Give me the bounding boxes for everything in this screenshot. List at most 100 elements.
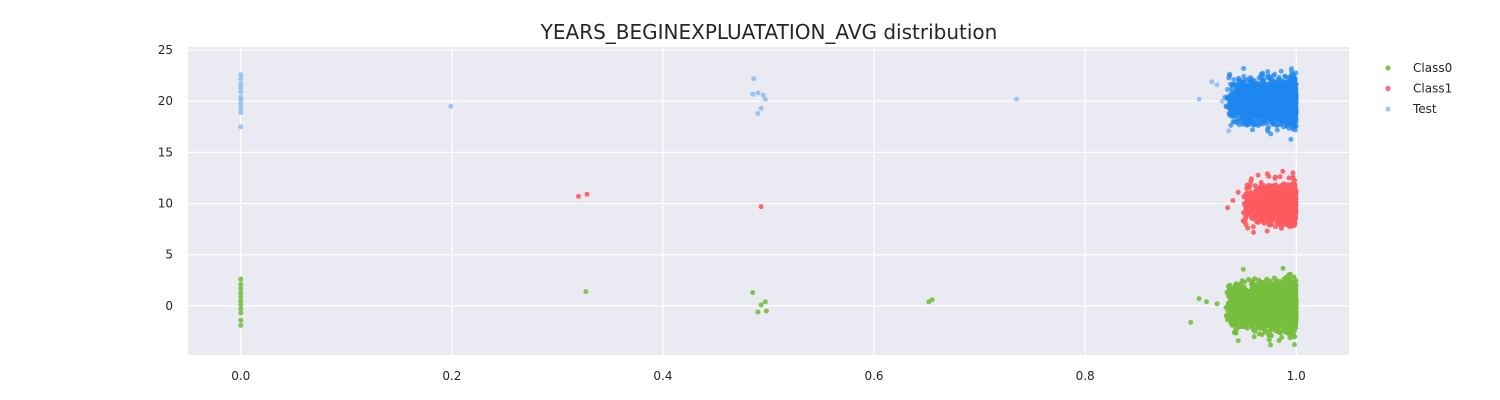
point-class0 [1245,303,1251,309]
point-class0 [238,310,244,316]
point-class0 [1266,282,1272,288]
point-class0 [1287,271,1293,277]
point-class0 [762,299,768,305]
point-class0 [1280,265,1286,271]
point-class0 [1233,307,1239,313]
chart-title: YEARS_BEGINEXPLUATATION_AVG distribution [540,20,998,44]
x-tick-label: 1.0 [1287,369,1306,383]
point-class0 [1261,308,1267,314]
point-class0 [1233,281,1239,287]
point-class0 [1204,299,1209,305]
point-class0 [1242,290,1248,296]
point-class0 [1223,304,1229,310]
point-class0 [1262,329,1268,335]
point-class0 [1287,287,1293,293]
point-class0 [1231,294,1236,300]
point-class0 [1246,313,1252,319]
point-class0 [1257,284,1262,290]
plot-area: 0.0 0.2 0.4 0.6 0.8 1.0 0 5 10 15 20 25 [158,43,1349,383]
point-class0 [1214,301,1220,307]
point-class0 [1266,337,1272,343]
point-class0 [1252,312,1258,318]
point-class0 [1256,277,1262,283]
point-class0 [1262,321,1268,327]
plot-background [188,47,1349,355]
point-class0 [1261,300,1267,306]
point-class0 [1265,293,1271,299]
point-class0 [1266,287,1272,293]
y-tick-label: 20 [158,94,173,108]
x-tick-label: 0.8 [1076,369,1095,383]
point-class0 [238,317,244,323]
point-class0 [1272,315,1277,321]
point-class0 [755,309,761,315]
y-tick-label: 15 [158,145,173,159]
point-class0 [1287,314,1293,320]
point-class0 [1293,278,1299,284]
y-tick-label: 5 [165,248,173,262]
x-tick-label: 0.4 [653,369,672,383]
point-class0 [750,290,756,296]
point-class0 [1238,322,1244,328]
point-class0 [1280,312,1286,318]
x-tick-label: 0.2 [442,369,461,383]
point-class0 [1234,298,1240,304]
point-class0 [1231,330,1237,336]
point-class0 [1250,327,1256,333]
point-class0 [1274,284,1280,290]
point-class0 [1240,266,1246,272]
point-class0 [1258,313,1264,319]
point-class0 [1257,320,1263,326]
point-class0 [1258,325,1264,331]
point-class0 [1229,319,1235,325]
point-class0 [758,302,764,308]
point-class0 [1268,327,1274,333]
point-class0 [1250,298,1256,304]
point-class0 [1256,295,1262,301]
point-class0 [763,308,769,314]
point-class0 [1265,306,1271,312]
point-class0 [1278,306,1284,312]
y-tick-label: 10 [158,197,173,211]
series-class0 [238,265,1299,348]
point-class0 [1273,277,1279,283]
point-class0 [1244,325,1250,331]
point-class0 [1249,290,1254,296]
point-class0 [1276,338,1282,343]
point-class0 [1239,305,1245,310]
point-class0 [1274,322,1280,328]
point-class0 [1245,308,1251,314]
point-class0 [1280,322,1285,328]
point-class0 [1188,319,1194,325]
point-class0 [1239,296,1245,302]
point-class0 [1251,334,1257,340]
point-class0 [1249,281,1254,287]
point-class1 [1248,176,1254,182]
point-class0 [1292,324,1297,330]
x-tick-label: 0.6 [864,369,883,383]
point-class0 [238,276,244,282]
point-class0 [1244,298,1250,303]
y-tick-label: 25 [158,43,173,57]
point-class0 [1235,338,1241,344]
point-class0 [1283,283,1289,289]
point-class0 [1224,289,1230,295]
point-class0 [1292,342,1297,348]
point-class0 [1271,305,1277,311]
point-class0 [1279,294,1285,300]
x-tick-label: 0.0 [231,369,250,383]
point-class0 [1286,300,1292,306]
point-class0 [929,297,935,303]
point-class0 [1289,292,1295,298]
point-class0 [1292,285,1298,291]
point-class0 [1257,289,1263,295]
point-class0 [238,322,244,328]
point-class0 [1246,321,1252,327]
point-class0 [1291,319,1297,325]
point-class0 [1270,292,1276,298]
y-tick-label: 0 [165,299,173,313]
point-class0 [1290,306,1296,312]
point-class0 [1292,334,1298,340]
point-class0 [1266,298,1272,304]
